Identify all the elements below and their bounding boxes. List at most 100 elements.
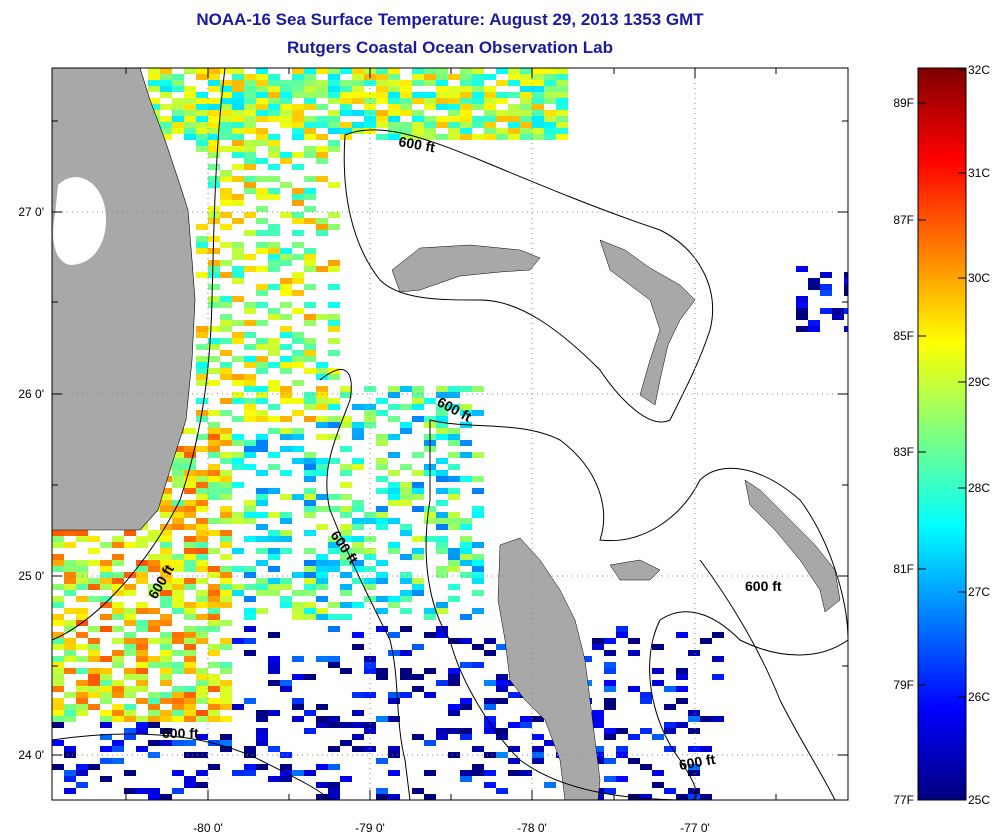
sst-pixel <box>304 134 316 140</box>
sst-pixel <box>340 722 352 728</box>
sst-pixel <box>328 98 340 104</box>
sst-pixel <box>244 116 256 122</box>
sst-pixel <box>448 566 460 572</box>
sst-pixel <box>124 590 136 596</box>
sst-pixel <box>244 152 256 158</box>
sst-pixel <box>436 512 448 518</box>
sst-pixel <box>232 638 244 644</box>
sst-pixel <box>316 782 328 788</box>
sst-pixel <box>304 584 316 590</box>
sst-pixel <box>244 566 256 572</box>
sst-pixel <box>328 560 340 566</box>
sst-pixel <box>220 80 232 86</box>
sst-pixel <box>436 92 448 98</box>
sst-pixel <box>160 86 172 92</box>
sst-pixel <box>208 422 220 428</box>
sst-pixel <box>124 644 136 650</box>
sst-pixel <box>424 98 436 104</box>
sst-pixel <box>232 146 244 152</box>
sst-pixel <box>520 86 532 92</box>
sst-pixel <box>352 74 364 80</box>
sst-pixel <box>292 602 304 608</box>
sst-pixel <box>184 614 196 620</box>
sst-pixel <box>484 98 496 104</box>
sst-pixel <box>328 212 340 218</box>
sst-pixel <box>208 338 220 344</box>
sst-pixel <box>388 122 400 128</box>
sst-pixel <box>208 140 220 146</box>
lon-label: -80 0' <box>193 821 223 835</box>
sst-pixel <box>304 500 316 506</box>
sst-pixel <box>388 104 400 110</box>
sst-pixel <box>244 92 256 98</box>
sst-pixel <box>388 500 400 506</box>
sst-pixel <box>352 734 364 740</box>
sst-pixel <box>436 68 448 74</box>
sst-pixel <box>172 506 184 512</box>
sst-pixel <box>136 560 148 566</box>
sst-pixel <box>160 590 172 596</box>
sst-pixel <box>508 722 520 728</box>
sst-pixel <box>148 98 160 104</box>
sst-pixel <box>136 536 148 542</box>
sst-pixel <box>400 86 412 92</box>
sst-pixel <box>304 320 316 326</box>
sst-pixel <box>256 446 268 452</box>
sst-pixel <box>340 524 352 530</box>
sst-pixel <box>52 698 64 704</box>
sst-pixel <box>676 674 688 680</box>
sst-pixel <box>352 566 364 572</box>
sst-pixel <box>208 704 220 710</box>
sst-pixel <box>388 98 400 104</box>
sst-pixel <box>412 452 424 458</box>
sst-pixel <box>196 242 208 248</box>
sst-pixel <box>340 470 352 476</box>
sst-pixel <box>436 434 448 440</box>
sst-pixel <box>484 650 496 656</box>
sst-pixel <box>448 752 460 758</box>
sst-pixel <box>292 308 304 314</box>
sst-pixel <box>136 698 148 704</box>
sst-pixel <box>208 368 220 374</box>
sst-pixel <box>268 710 280 716</box>
sst-pixel <box>352 500 364 506</box>
sst-pixel <box>76 566 88 572</box>
sst-pixel <box>172 788 184 794</box>
sst-pixel <box>376 92 388 98</box>
sst-pixel <box>100 716 112 722</box>
sst-pixel <box>208 590 220 596</box>
sst-pixel <box>448 116 460 122</box>
sst-pixel <box>244 398 256 404</box>
sst-pixel <box>220 734 232 740</box>
sst-pixel <box>664 728 676 734</box>
sst-pixel <box>220 536 232 542</box>
sst-pixel <box>220 440 232 446</box>
sst-pixel <box>196 494 208 500</box>
sst-pixel <box>328 338 340 344</box>
sst-pixel <box>172 596 184 602</box>
sst-pixel <box>220 506 232 512</box>
berry-islands-land <box>609 559 661 581</box>
sst-pixel <box>448 488 460 494</box>
sst-pixel <box>256 134 268 140</box>
sst-pixel <box>220 368 232 374</box>
sst-pixel <box>244 446 256 452</box>
sst-pixel <box>556 68 568 74</box>
sst-pixel <box>268 584 280 590</box>
sst-pixel <box>376 608 388 614</box>
grand-bahama-land <box>391 244 541 293</box>
sst-pixel <box>544 80 556 86</box>
fahrenheit-label: 81F <box>893 562 914 576</box>
sst-pixel <box>244 140 256 146</box>
sst-pixel <box>88 656 100 662</box>
sst-pixel <box>436 608 448 614</box>
sst-pixel <box>244 188 256 194</box>
sst-pixel <box>100 602 112 608</box>
sst-pixel <box>364 422 376 428</box>
sst-pixel <box>436 122 448 128</box>
sst-pixel <box>460 728 472 734</box>
sst-pixel <box>604 788 616 794</box>
sst-pixel <box>808 320 820 326</box>
sst-pixel <box>520 128 532 134</box>
sst-pixel <box>148 626 160 632</box>
